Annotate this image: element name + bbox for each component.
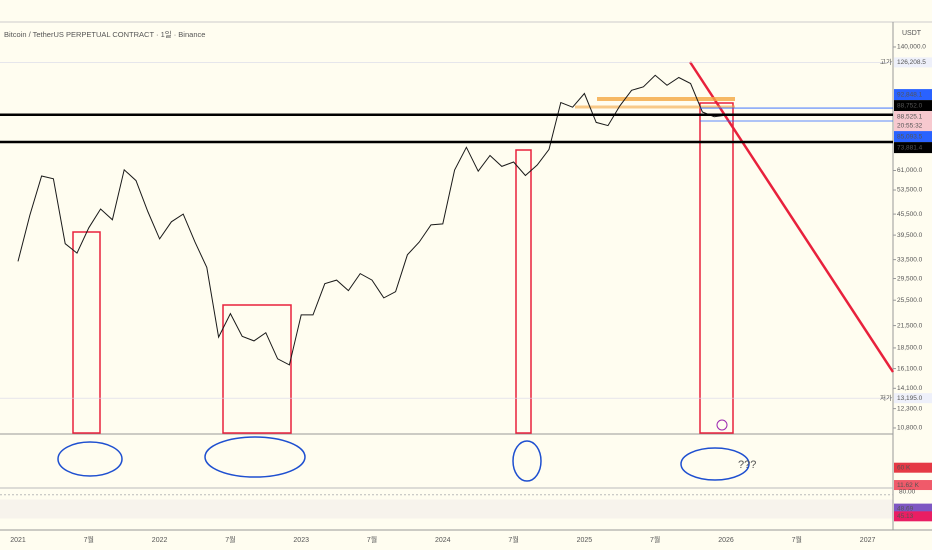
- y-tick-label: 39,500.0: [897, 232, 923, 239]
- currency-label: USDT: [902, 30, 922, 37]
- volume-tag: 60 K: [897, 464, 911, 471]
- price-tag-bg: [894, 100, 932, 112]
- x-tick-label: 2022: [152, 537, 168, 544]
- y-tick-label: 25,500.0: [897, 297, 923, 304]
- x-tick-label: 7월: [84, 535, 94, 544]
- x-tick-label: 7월: [508, 535, 518, 544]
- rsi-tick-label: 80.00: [899, 488, 916, 495]
- rsi-band: [0, 499, 893, 519]
- x-tick-label: 7월: [225, 535, 235, 544]
- circle: [512, 440, 542, 482]
- y-tick-label: 29,500.0: [897, 275, 923, 282]
- highlight-box: [222, 304, 292, 434]
- rsi-tag: 45.13: [897, 513, 914, 520]
- countdown: 20:55:32: [897, 122, 923, 129]
- chart-title: Bitcoin / TetherUS PERPETUAL CONTRACT · …: [4, 30, 205, 39]
- annotation: ???: [738, 459, 756, 471]
- price-tag: 88,752.0: [897, 102, 923, 109]
- x-tick-label: 7월: [792, 535, 802, 544]
- y-tick-label: 21,500.0: [897, 322, 923, 329]
- extreme-label: 저가: [880, 393, 892, 402]
- volume-tag: 11.62 K: [897, 482, 920, 489]
- y-tick-label: 12,300.0: [897, 405, 923, 412]
- x-tick-label: 2025: [577, 537, 593, 544]
- x-tick-label: 2027: [860, 537, 876, 544]
- y-tick-label: 33,500.0: [897, 256, 923, 263]
- volume-tag-bg: [894, 480, 932, 491]
- y-tick-label: 10,800.0: [897, 425, 923, 432]
- price-tag: 126,208.5: [897, 59, 926, 66]
- price-tag-bg: [894, 89, 932, 101]
- x-tick-label: 7월: [367, 535, 377, 544]
- price-tag-bg: [894, 131, 932, 143]
- x-tick-label: 2023: [293, 537, 309, 544]
- circle: [57, 441, 123, 477]
- volume-tag-bg: [894, 462, 932, 473]
- price-tag: 92,848.1: [897, 91, 923, 98]
- price-tag: 88,525.1: [897, 113, 923, 120]
- event-icon[interactable]: [716, 419, 728, 431]
- x-tick-label: 7월: [650, 535, 660, 544]
- rsi-tag-bg: [894, 503, 932, 514]
- price-tag-bg: [894, 111, 932, 132]
- y-tick-label: 61,000.0: [897, 167, 923, 174]
- rsi-tag-bg: [894, 511, 932, 522]
- y-tick-label: 14,100.0: [897, 385, 923, 392]
- y-tick-label: 140,000.0: [897, 44, 926, 51]
- y-tick-label: 18,500.0: [897, 345, 923, 352]
- highlight-box: [515, 149, 532, 434]
- x-tick-label: 2024: [435, 537, 451, 544]
- price-tag: 13,195.0: [897, 395, 923, 402]
- rsi-tag: 48.69: [897, 505, 914, 512]
- price-tag-bg: [894, 142, 932, 154]
- x-tick-label: 2026: [718, 537, 734, 544]
- y-tick-label: 53,500.0: [897, 187, 923, 194]
- price-tag: 73,881.4: [897, 144, 923, 151]
- volume-circles: [57, 436, 750, 482]
- price-tag-bg: [894, 57, 932, 68]
- price-tag: 85,093.5: [897, 133, 923, 140]
- x-tick-label: 2021: [10, 537, 26, 544]
- y-tick-label: 16,100.0: [897, 365, 923, 372]
- price-line: [17, 74, 727, 366]
- y-tick-label: 45,500.0: [897, 211, 923, 218]
- extreme-label: 고가: [880, 57, 892, 66]
- price-tag-bg: [894, 393, 932, 404]
- circle: [680, 447, 750, 481]
- circle: [204, 436, 306, 478]
